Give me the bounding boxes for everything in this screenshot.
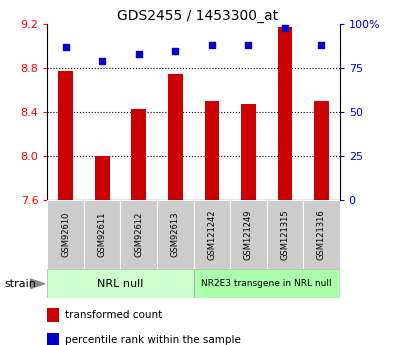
Bar (47, 333, 59, 345)
Bar (120, 200, 157, 269)
Text: transformed count: transformed count (65, 310, 162, 320)
Bar (267, 200, 303, 269)
Point (282, 25, 288, 30)
Text: NRL null: NRL null (97, 279, 144, 289)
Bar (230, 200, 267, 269)
Text: GSM121249: GSM121249 (244, 209, 253, 260)
Point (245, 42, 252, 48)
Point (209, 42, 215, 48)
Text: GSM92612: GSM92612 (134, 212, 143, 257)
Bar (168, 73, 182, 200)
Text: strain: strain (4, 279, 36, 289)
Bar (95, 156, 109, 200)
Bar (47, 308, 59, 322)
Bar (194, 269, 340, 298)
Point (62, 44, 69, 50)
Bar (58, 71, 73, 200)
Text: GDS2455 / 1453300_at: GDS2455 / 1453300_at (117, 9, 278, 23)
Bar (194, 200, 230, 269)
Point (99, 58, 105, 64)
Text: GSM121316: GSM121316 (317, 209, 326, 260)
Bar (47, 269, 194, 298)
Bar (205, 101, 219, 200)
Bar (314, 101, 329, 200)
Text: GSM121315: GSM121315 (280, 209, 290, 260)
Text: GSM92610: GSM92610 (61, 212, 70, 257)
Point (318, 42, 325, 48)
Point (135, 51, 142, 57)
Bar (303, 200, 340, 269)
Text: GSM92611: GSM92611 (98, 212, 107, 257)
Bar (47, 200, 84, 269)
Polygon shape (30, 279, 45, 289)
Text: GSM121242: GSM121242 (207, 209, 216, 260)
Bar (278, 28, 292, 200)
Bar (241, 105, 256, 200)
Text: GSM92613: GSM92613 (171, 212, 180, 257)
Bar (157, 200, 194, 269)
Bar (132, 109, 146, 200)
Point (172, 48, 179, 53)
Bar (84, 200, 120, 269)
Text: NR2E3 transgene in NRL null: NR2E3 transgene in NRL null (201, 279, 332, 288)
Text: percentile rank within the sample: percentile rank within the sample (65, 335, 241, 345)
